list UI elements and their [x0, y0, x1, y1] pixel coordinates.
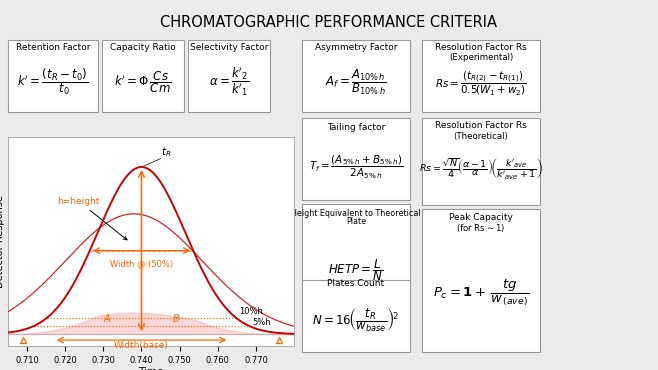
Text: B: B	[172, 314, 179, 324]
Text: Selectivity Factor: Selectivity Factor	[190, 43, 268, 51]
Text: $N = 16\!\left(\dfrac{t_R}{w_{base}}\right)^{\!2}$: $N = 16\!\left(\dfrac{t_R}{w_{base}}\rig…	[313, 306, 399, 334]
Text: $k' = \dfrac{\left(t_R - t_0\right)}{t_0}$: $k' = \dfrac{\left(t_R - t_0\right)}{t_0…	[17, 67, 89, 97]
Bar	[422, 118, 540, 205]
Text: Asymmetry Factor: Asymmetry Factor	[315, 43, 397, 51]
Text: $P_c = \mathbf{1} + \,\dfrac{tg}{w_{\,(ave)}}$: $P_c = \mathbf{1} + \,\dfrac{tg}{w_{\,(a…	[433, 277, 529, 308]
Text: $t_R$: $t_R$	[161, 145, 171, 159]
Text: (Theoretical): (Theoretical)	[453, 131, 509, 141]
Bar	[302, 40, 410, 112]
Text: Width(base): Width(base)	[114, 341, 169, 350]
Bar	[302, 118, 410, 200]
X-axis label: Time: Time	[138, 367, 164, 370]
Text: 10%h: 10%h	[240, 307, 263, 316]
Text: Peak Capacity: Peak Capacity	[449, 213, 513, 222]
Text: h=height: h=height	[57, 197, 127, 240]
Text: $\alpha = \dfrac{k'_2}{k'_1}$: $\alpha = \dfrac{k'_2}{k'_1}$	[209, 65, 249, 98]
Bar	[302, 204, 410, 352]
Y-axis label: Detector Response: Detector Response	[0, 195, 5, 288]
Text: $HETP = \dfrac{L}{N}$: $HETP = \dfrac{L}{N}$	[328, 257, 384, 283]
Bar	[422, 209, 540, 352]
Bar	[8, 40, 98, 112]
Bar	[102, 40, 184, 112]
Text: (for Rs$\sim$1): (for Rs$\sim$1)	[457, 222, 505, 234]
Text: A: A	[104, 314, 111, 324]
Bar	[422, 40, 540, 112]
Text: Capacity Ratio: Capacity Ratio	[110, 43, 176, 51]
Text: $Rs = \dfrac{\sqrt{N}}{4}\!\left(\dfrac{\alpha-1}{\alpha}\right)\!\left(\dfrac{k: $Rs = \dfrac{\sqrt{N}}{4}\!\left(\dfrac{…	[419, 157, 543, 182]
Text: Plate: Plate	[346, 218, 366, 226]
Text: Retention Factor: Retention Factor	[16, 43, 90, 51]
Text: Plates Count: Plates Count	[328, 279, 384, 289]
Text: $k' = \Phi\,\dfrac{Cs}{Cm}$: $k' = \Phi\,\dfrac{Cs}{Cm}$	[114, 69, 172, 95]
Text: 5%h: 5%h	[253, 318, 271, 327]
Text: Resolution Factor Rs: Resolution Factor Rs	[435, 121, 527, 131]
Text: Tailing factor: Tailing factor	[327, 122, 385, 131]
Text: Height Equivalent to Theoretical: Height Equivalent to Theoretical	[291, 209, 421, 218]
Text: Width @ (50%): Width @ (50%)	[110, 259, 173, 268]
Text: Resolution Factor Rs: Resolution Factor Rs	[435, 43, 527, 51]
Text: CHROMATOGRAPHIC PERFORMANCE CRITERIA: CHROMATOGRAPHIC PERFORMANCE CRITERIA	[161, 15, 497, 30]
Text: $T_f = \dfrac{\left(A_{5\%\,h} + B_{5\%\,h}\right)}{2A_{5\%\,h}}$: $T_f = \dfrac{\left(A_{5\%\,h} + B_{5\%\…	[309, 154, 403, 181]
Bar	[188, 40, 270, 112]
Text: $Rs = \dfrac{\left(t_{R(2)} - t_{R(1)}\right)}{0.5\!\left(W_1 + w_2\right)}$: $Rs = \dfrac{\left(t_{R(2)} - t_{R(1)}\r…	[435, 70, 527, 98]
Text: (Experimental): (Experimental)	[449, 54, 513, 63]
Text: $A_f = \dfrac{A_{10\%\,h}}{B_{10\%\,h}}$: $A_f = \dfrac{A_{10\%\,h}}{B_{10\%\,h}}$	[325, 67, 387, 97]
